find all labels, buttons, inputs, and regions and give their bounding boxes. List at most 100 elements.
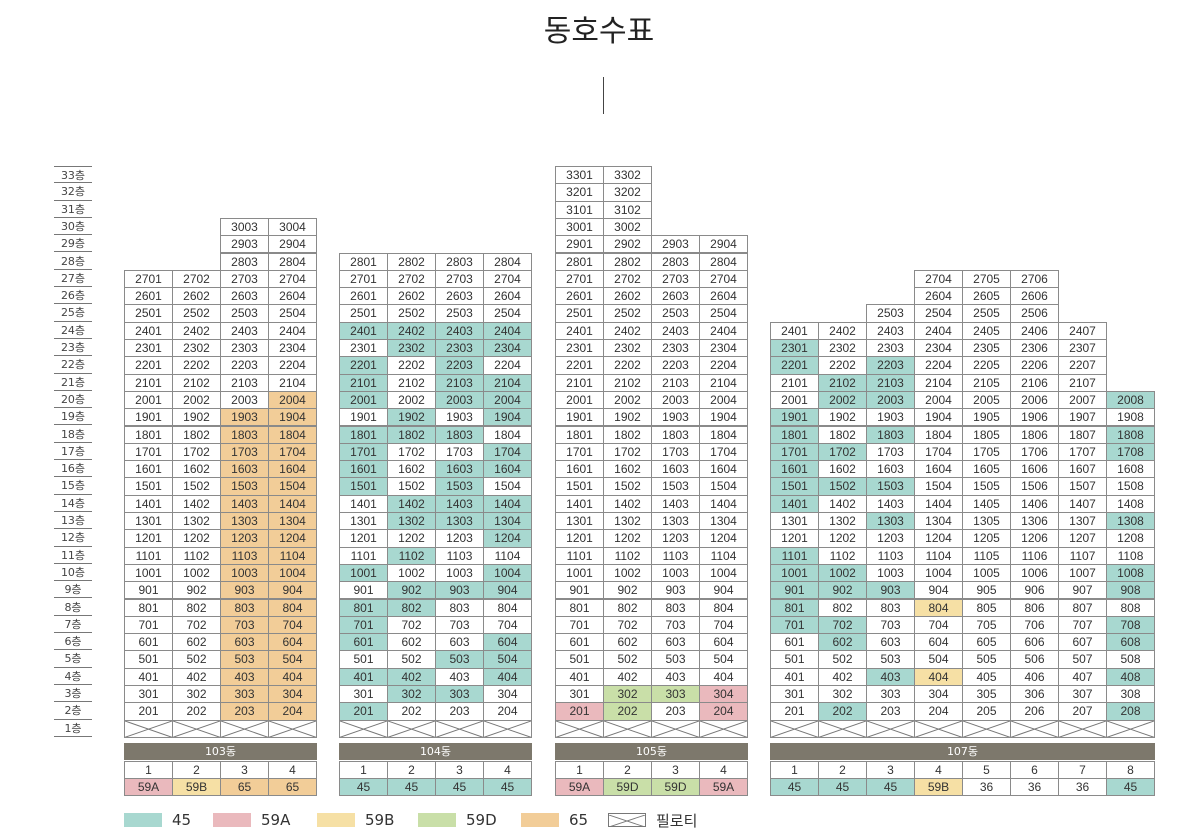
unit-cell: 202 <box>603 702 652 721</box>
legend-item: 65 <box>521 811 588 829</box>
line-number: 3 <box>651 761 700 779</box>
unit-cell: 403 <box>435 667 484 686</box>
unit-cell: 1303 <box>651 512 700 531</box>
unit-cell: 2706 <box>1010 269 1059 289</box>
unit-cell: 1201 <box>555 529 604 548</box>
floor-label: 21층 <box>54 374 92 391</box>
unit-cell: 301 <box>339 685 388 704</box>
unit-cell: 902 <box>387 581 436 600</box>
unit-cell: 1206 <box>1010 529 1059 548</box>
floor-label: 6층 <box>54 633 92 651</box>
legend-label: 45 <box>172 811 192 829</box>
line-number: 1 <box>339 761 388 779</box>
line-type: 45 <box>818 778 867 796</box>
unit-cell: 2604 <box>483 287 532 306</box>
unit-cell: 1808 <box>1106 425 1155 444</box>
unit-cell: 2008 <box>1106 390 1155 410</box>
unit-cell: 1902 <box>387 408 436 427</box>
unit-cell: 2403 <box>866 321 915 340</box>
unit-cell: 2003 <box>651 390 700 410</box>
unit-cell: 901 <box>339 581 388 600</box>
unit-cell: 3003 <box>220 217 269 237</box>
unit-cell: 1903 <box>651 408 700 427</box>
unit-cell: 2705 <box>962 269 1011 289</box>
unit-cell: 203 <box>651 702 700 721</box>
building-header: 107동 <box>770 743 1155 760</box>
unit-cell: 201 <box>124 702 173 721</box>
unit-cell: 1103 <box>435 546 484 565</box>
unit-cell: 2501 <box>555 304 604 323</box>
unit-cell: 2701 <box>555 269 604 289</box>
unit-cell: 2704 <box>483 269 532 289</box>
unit-cell: 805 <box>962 598 1011 617</box>
unit-cell: 2005 <box>962 390 1011 410</box>
unit-cell: 808 <box>1106 598 1155 617</box>
unit-cell: 701 <box>339 615 388 635</box>
line-type: 65 <box>268 778 317 796</box>
unit-cell: 904 <box>699 581 748 600</box>
unit-cell: 701 <box>770 615 819 635</box>
unit-cell: 2001 <box>770 390 819 410</box>
unit-cell: 2504 <box>268 304 317 323</box>
unit-cell: 2502 <box>603 304 652 323</box>
unit-cell: 2103 <box>651 373 700 392</box>
line-type: 36 <box>962 778 1011 796</box>
unit-cell: 1307 <box>1058 512 1107 531</box>
unit-cell: 1704 <box>483 442 532 462</box>
floor-label: 32층 <box>54 183 92 201</box>
unit-cell: 1003 <box>651 563 700 583</box>
floor-label: 16층 <box>54 460 92 478</box>
unit-cell: 1304 <box>268 512 317 531</box>
unit-cell: 1604 <box>483 460 532 479</box>
unit-cell: 702 <box>172 615 221 635</box>
floor-label: 23층 <box>54 339 92 357</box>
unit-cell: 804 <box>699 598 748 617</box>
line-number: 2 <box>387 761 436 779</box>
unit-cell: 1905 <box>962 408 1011 427</box>
legend-label: 59B <box>365 811 395 829</box>
unit-cell: 2504 <box>483 304 532 323</box>
line-number: 1 <box>555 761 604 779</box>
unit-cell: 1403 <box>866 494 915 513</box>
floor-label: 8층 <box>54 599 92 616</box>
unit-cell: 2001 <box>339 390 388 410</box>
unit-cell: 1403 <box>435 494 484 513</box>
unit-cell: 708 <box>1106 615 1155 635</box>
floor-label: 12층 <box>54 529 92 547</box>
unit-cell: 2801 <box>339 252 388 271</box>
unit-cell: 1804 <box>914 425 963 444</box>
unit-cell: 1903 <box>435 408 484 427</box>
unit-cell: 901 <box>555 581 604 600</box>
pilotis-cell <box>268 719 317 738</box>
unit-cell: 303 <box>866 685 915 704</box>
unit-cell: 1804 <box>483 425 532 444</box>
unit-cell: 706 <box>1010 615 1059 635</box>
unit-cell: 401 <box>124 667 173 686</box>
unit-cell: 908 <box>1106 581 1155 600</box>
unit-cell: 2104 <box>914 373 963 392</box>
line-type: 45 <box>1106 778 1155 796</box>
unit-cell: 1601 <box>555 460 604 479</box>
unit-cell: 1703 <box>220 442 269 462</box>
unit-cell: 801 <box>555 598 604 617</box>
unit-cell: 2004 <box>699 390 748 410</box>
unit-cell: 2303 <box>220 339 269 358</box>
unit-cell: 2306 <box>1010 339 1059 358</box>
unit-cell: 2004 <box>914 390 963 410</box>
unit-cell: 2405 <box>962 321 1011 340</box>
unit-cell: 1601 <box>770 460 819 479</box>
unit-cell: 503 <box>220 650 269 669</box>
unit-cell: 2404 <box>914 321 963 340</box>
unit-cell: 1504 <box>699 477 748 496</box>
unit-cell: 705 <box>962 615 1011 635</box>
unit-cell: 403 <box>220 667 269 686</box>
unit-cell: 2202 <box>603 356 652 375</box>
legend-item: 59B <box>317 811 394 829</box>
unit-cell: 1204 <box>483 529 532 548</box>
building-header: 105동 <box>555 743 748 760</box>
unit-cell: 1102 <box>387 546 436 565</box>
unit-cell: 1502 <box>603 477 652 496</box>
unit-cell: 904 <box>483 581 532 600</box>
unit-cell: 2204 <box>914 356 963 375</box>
line-type: 45 <box>770 778 819 796</box>
